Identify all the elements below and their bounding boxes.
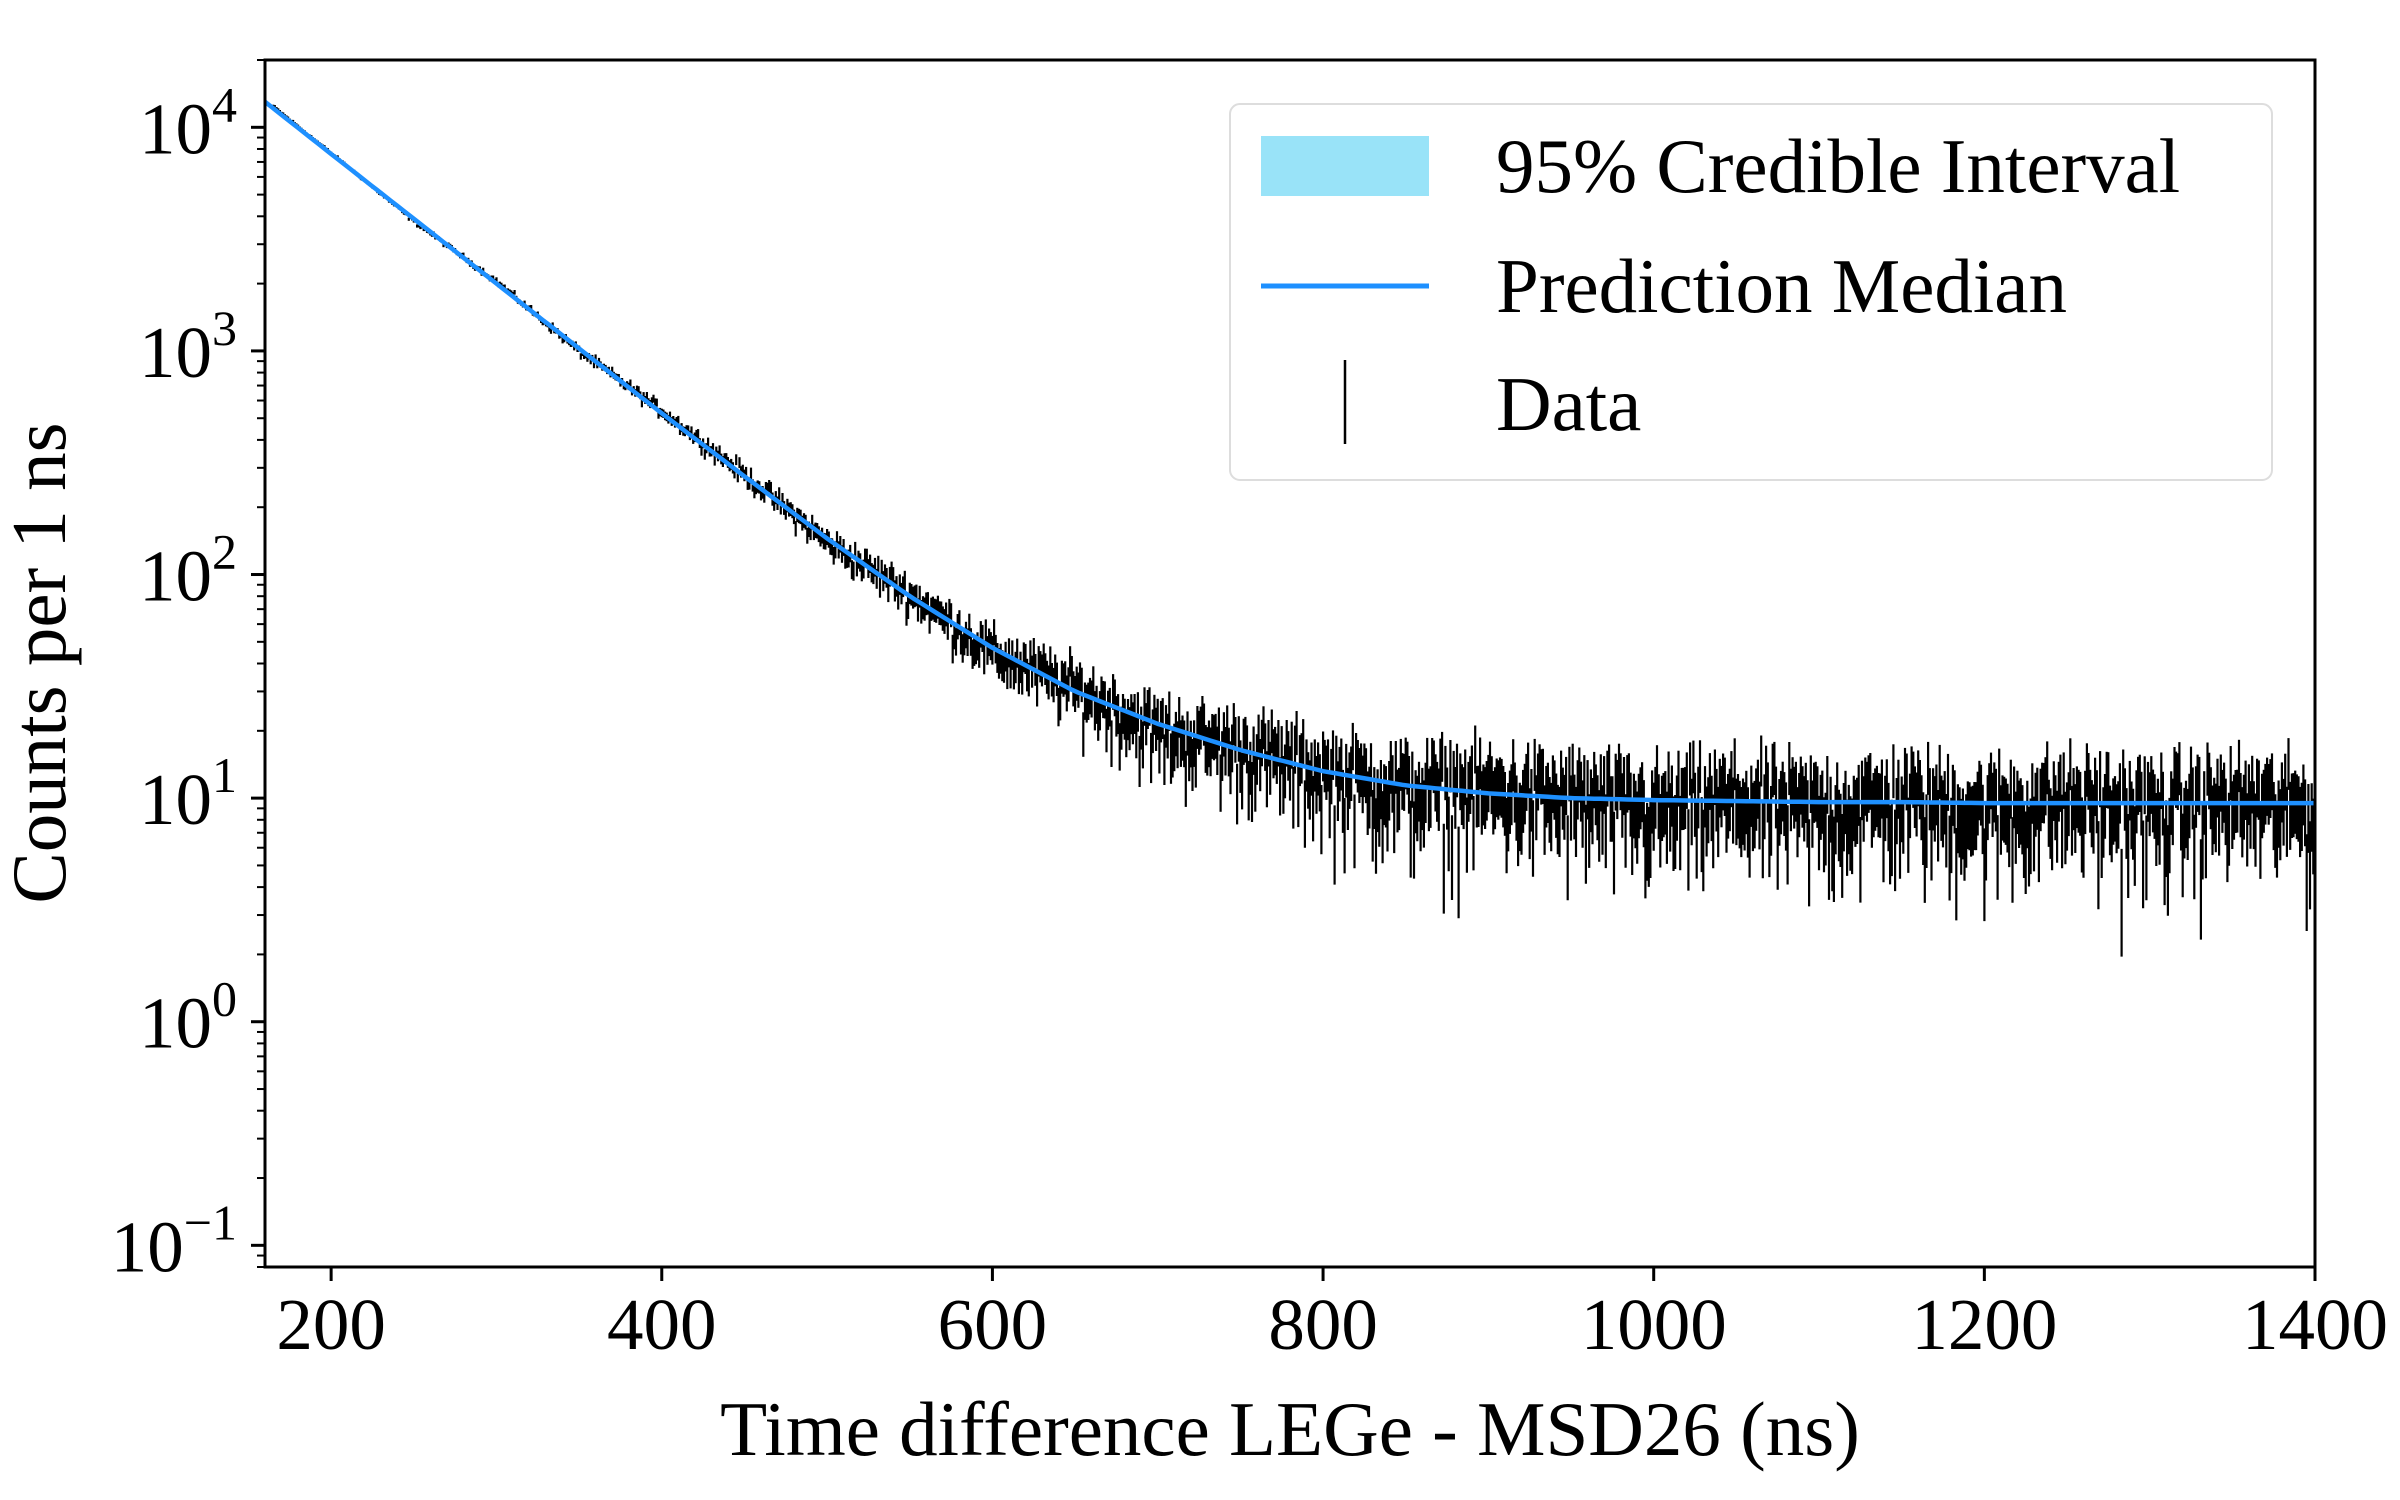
legend-credible-interval-swatch bbox=[1261, 136, 1429, 196]
x-tick-label: 200 bbox=[276, 1284, 386, 1365]
legend: 95% Credible Interval Prediction Median Da… bbox=[1229, 103, 2273, 481]
x-axis-label: Time difference LEGe - MSD26 (ns) bbox=[720, 1386, 1860, 1472]
x-axis-ticks: 200 400 600 800 1000 1200 1400 bbox=[276, 1267, 2388, 1365]
y-tick-label: 104 bbox=[139, 76, 237, 169]
plot-content bbox=[263, 100, 2317, 957]
y-tick-label: 101 bbox=[139, 747, 237, 840]
x-tick-label: 1200 bbox=[1911, 1284, 2057, 1365]
legend-label: 95% Credible Interval bbox=[1496, 123, 2180, 209]
x-tick-label: 400 bbox=[607, 1284, 717, 1365]
x-tick-label: 800 bbox=[1268, 1284, 1378, 1365]
legend-label: Prediction Median bbox=[1496, 243, 2067, 329]
legend-label: Data bbox=[1496, 361, 1641, 447]
x-tick-label: 1000 bbox=[1581, 1284, 1727, 1365]
x-tick-label: 1400 bbox=[2242, 1284, 2388, 1365]
legend-box bbox=[1229, 103, 2273, 481]
x-tick-label: 600 bbox=[938, 1284, 1048, 1365]
y-tick-label: 10−1 bbox=[111, 1194, 237, 1287]
y-axis-label: Counts per 1 ns bbox=[0, 422, 82, 903]
y-tick-label: 103 bbox=[139, 300, 237, 393]
y-tick-label: 100 bbox=[139, 971, 237, 1064]
prediction-median-line bbox=[263, 100, 2315, 806]
plot-frame bbox=[263, 58, 2317, 1269]
y-tick-label: 102 bbox=[139, 524, 237, 617]
y-axis-ticks: 10−1 100 101 102 103 104 bbox=[111, 59, 265, 1287]
